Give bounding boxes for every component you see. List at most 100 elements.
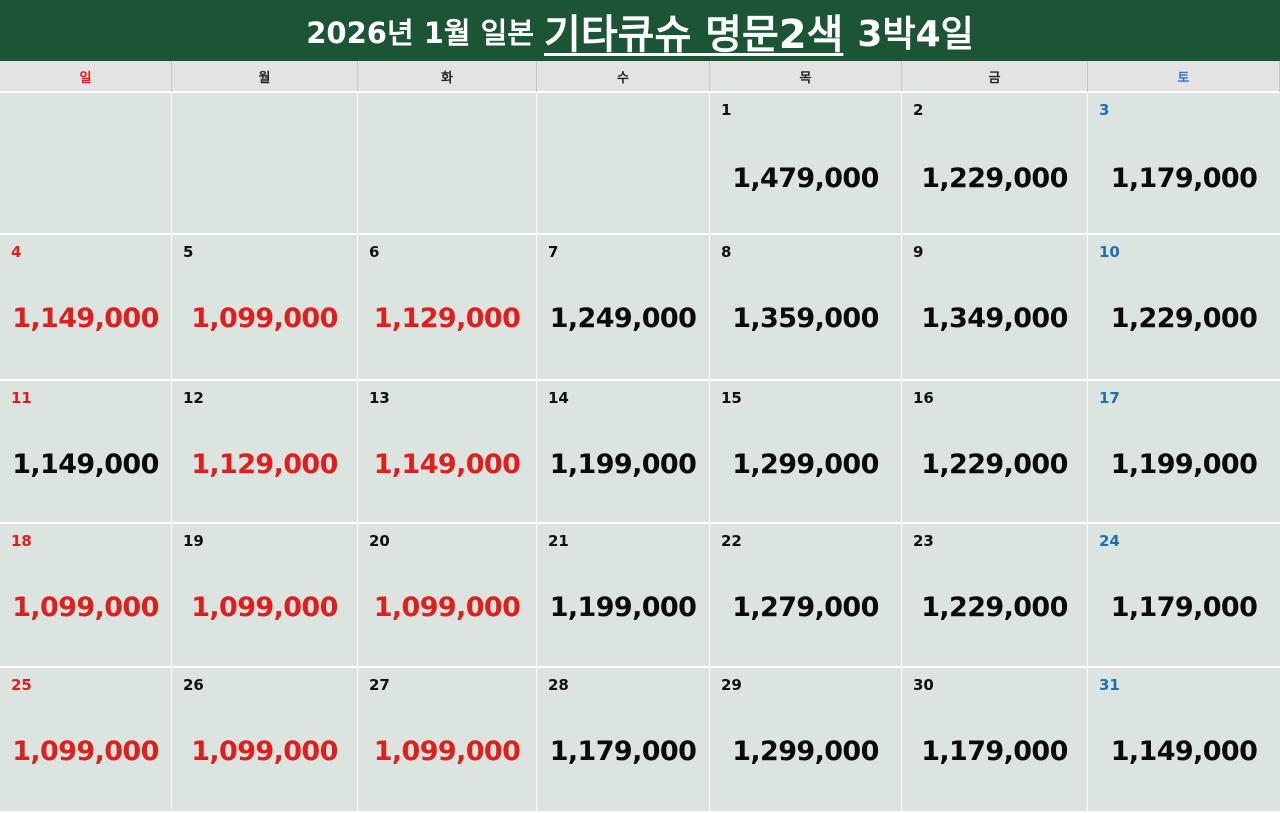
day-price: 1,099,000 xyxy=(191,736,338,767)
day-price: 1,099,000 xyxy=(373,736,521,767)
day-price: 1,249,000 xyxy=(549,303,697,334)
calendar-grid: 일 월 화 수 목 금 토 1 1,479,000 2 1,229,000 3 1,179… xyxy=(0,61,1280,813)
day-number: 30 xyxy=(913,676,934,694)
day-cell-19[interactable]: 19 1,099,000 xyxy=(172,524,358,668)
empty-day-cell xyxy=(172,93,358,235)
weekday-header-sat: 토 xyxy=(1088,61,1280,93)
weekday-header-wed: 수 xyxy=(537,61,710,93)
day-number: 8 xyxy=(721,243,732,261)
day-cell-15[interactable]: 15 1,299,000 xyxy=(710,381,902,524)
day-price: 1,179,000 xyxy=(549,736,697,767)
day-number: 27 xyxy=(369,676,390,694)
day-price: 1,129,000 xyxy=(191,449,338,480)
day-price: 1,149,000 xyxy=(12,449,159,480)
day-number: 6 xyxy=(369,243,380,261)
day-number: 3 xyxy=(1099,101,1110,119)
weekday-header-fri: 금 xyxy=(902,61,1088,93)
day-number: 31 xyxy=(1099,676,1120,694)
day-price: 1,299,000 xyxy=(732,736,879,767)
day-cell-1[interactable]: 1 1,479,000 xyxy=(710,93,902,235)
day-number: 5 xyxy=(183,243,194,261)
day-number: 1 xyxy=(721,101,732,119)
day-number: 13 xyxy=(369,389,390,407)
weekday-header-tue: 화 xyxy=(358,61,537,93)
title-product: 기타큐슈 명문2색 xyxy=(544,11,844,58)
day-number: 26 xyxy=(183,676,204,694)
day-cell-17[interactable]: 17 1,199,000 xyxy=(1088,381,1280,524)
day-number: 10 xyxy=(1099,243,1120,261)
day-cell-31[interactable]: 31 1,149,000 xyxy=(1088,668,1280,813)
day-cell-2[interactable]: 2 1,229,000 xyxy=(902,93,1088,235)
day-number: 12 xyxy=(183,389,204,407)
day-cell-12[interactable]: 12 1,129,000 xyxy=(172,381,358,524)
empty-day-cell xyxy=(537,93,710,235)
day-cell-21[interactable]: 21 1,199,000 xyxy=(537,524,710,668)
day-number: 7 xyxy=(548,243,559,261)
day-number: 17 xyxy=(1099,389,1120,407)
day-price: 1,349,000 xyxy=(921,303,1068,334)
title-duration: 3박4일 xyxy=(857,13,974,55)
day-price: 1,149,000 xyxy=(1110,736,1258,767)
day-cell-27[interactable]: 27 1,099,000 xyxy=(358,668,537,813)
day-number: 2 xyxy=(913,101,924,119)
day-price: 1,199,000 xyxy=(549,592,697,623)
day-number: 14 xyxy=(548,389,569,407)
day-price: 1,179,000 xyxy=(1110,592,1258,623)
weekday-header-sun: 일 xyxy=(0,61,172,93)
day-price: 1,229,000 xyxy=(921,592,1068,623)
day-number: 20 xyxy=(369,532,390,550)
day-cell-24[interactable]: 24 1,179,000 xyxy=(1088,524,1280,668)
day-number: 29 xyxy=(721,676,742,694)
day-number: 9 xyxy=(913,243,924,261)
day-number: 23 xyxy=(913,532,934,550)
day-cell-20[interactable]: 20 1,099,000 xyxy=(358,524,537,668)
empty-day-cell xyxy=(358,93,537,235)
day-cell-9[interactable]: 9 1,349,000 xyxy=(902,235,1088,381)
day-number: 19 xyxy=(183,532,204,550)
day-cell-5[interactable]: 5 1,099,000 xyxy=(172,235,358,381)
day-price: 1,099,000 xyxy=(191,592,338,623)
day-cell-25[interactable]: 25 1,099,000 xyxy=(0,668,172,813)
day-cell-26[interactable]: 26 1,099,000 xyxy=(172,668,358,813)
day-cell-6[interactable]: 6 1,129,000 xyxy=(358,235,537,381)
day-cell-29[interactable]: 29 1,299,000 xyxy=(710,668,902,813)
day-cell-3[interactable]: 3 1,179,000 xyxy=(1088,93,1280,235)
day-price: 1,179,000 xyxy=(921,736,1068,767)
day-cell-13[interactable]: 13 1,149,000 xyxy=(358,381,537,524)
day-number: 21 xyxy=(548,532,569,550)
day-cell-16[interactable]: 16 1,229,000 xyxy=(902,381,1088,524)
day-price: 1,479,000 xyxy=(732,163,879,194)
day-price: 1,299,000 xyxy=(732,449,879,480)
day-price: 1,099,000 xyxy=(191,303,338,334)
day-price: 1,279,000 xyxy=(732,592,879,623)
day-price: 1,099,000 xyxy=(12,592,159,623)
day-price: 1,229,000 xyxy=(921,449,1068,480)
day-cell-4[interactable]: 4 1,149,000 xyxy=(0,235,172,381)
day-cell-11[interactable]: 11 1,149,000 xyxy=(0,381,172,524)
day-price: 1,359,000 xyxy=(732,303,879,334)
weekday-header-thu: 목 xyxy=(710,61,902,93)
day-cell-8[interactable]: 8 1,359,000 xyxy=(710,235,902,381)
day-cell-22[interactable]: 22 1,279,000 xyxy=(710,524,902,668)
day-cell-7[interactable]: 7 1,249,000 xyxy=(537,235,710,381)
day-price: 1,179,000 xyxy=(1110,163,1258,194)
weekday-header-mon: 월 xyxy=(172,61,358,93)
day-price: 1,199,000 xyxy=(549,449,697,480)
day-cell-30[interactable]: 30 1,179,000 xyxy=(902,668,1088,813)
day-price: 1,149,000 xyxy=(12,303,159,334)
day-price: 1,229,000 xyxy=(921,163,1068,194)
day-cell-18[interactable]: 18 1,099,000 xyxy=(0,524,172,668)
title-date: 2026년 1월 일본 xyxy=(306,15,535,50)
day-cell-10[interactable]: 10 1,229,000 xyxy=(1088,235,1280,381)
title-banner: 2026년 1월 일본 기타큐슈 명문2색 3박4일 xyxy=(0,0,1280,61)
day-cell-28[interactable]: 28 1,179,000 xyxy=(537,668,710,813)
day-number: 25 xyxy=(11,676,32,694)
day-cell-23[interactable]: 23 1,229,000 xyxy=(902,524,1088,668)
day-number: 16 xyxy=(913,389,934,407)
day-number: 11 xyxy=(11,389,32,407)
day-number: 24 xyxy=(1099,532,1120,550)
day-number: 28 xyxy=(548,676,569,694)
day-cell-14[interactable]: 14 1,199,000 xyxy=(537,381,710,524)
day-price: 1,129,000 xyxy=(373,303,521,334)
day-number: 15 xyxy=(721,389,742,407)
